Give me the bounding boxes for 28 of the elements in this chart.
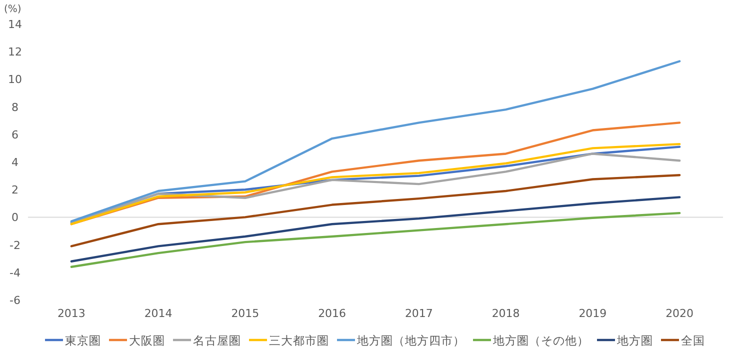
y-tick-label: -4: [10, 266, 20, 280]
legend-label: 名古屋圏: [193, 334, 241, 348]
legend-label: 地方圏（その他）: [492, 334, 589, 348]
y-tick-label: 8: [12, 100, 18, 114]
y-tick-label: -6: [10, 294, 20, 307]
x-tick-label: 2015: [231, 307, 260, 320]
y-tick-label: 12: [8, 46, 22, 59]
legend-label: 三大都市圏: [269, 334, 329, 348]
legend-label: 地方圏（地方四市）: [356, 334, 465, 348]
y-axis-title: (%): [4, 4, 22, 15]
x-tick-label: 2020: [666, 307, 694, 320]
x-tick-label: 2014: [144, 307, 172, 320]
x-tick-label: 2016: [318, 307, 346, 320]
x-tick-label: 2018: [492, 307, 520, 320]
y-tick-label: 14: [8, 18, 22, 31]
legend-label: 全国: [681, 334, 705, 348]
y-tick-label: -2: [10, 238, 20, 252]
x-tick-label: 2017: [404, 307, 433, 320]
legend-label: 地方圏: [616, 334, 653, 348]
x-tick-label: 2013: [57, 307, 86, 320]
legend-label: 大阪圏: [129, 334, 165, 348]
y-tick-label: 6: [12, 128, 18, 142]
y-tick-label: 4: [12, 156, 18, 169]
y-tick-label: 2: [12, 184, 18, 197]
y-tick-label: 0: [12, 211, 18, 224]
legend-label: 東京圏: [65, 334, 101, 348]
y-tick-label: 10: [8, 73, 22, 86]
x-tick-label: 2019: [578, 307, 607, 320]
